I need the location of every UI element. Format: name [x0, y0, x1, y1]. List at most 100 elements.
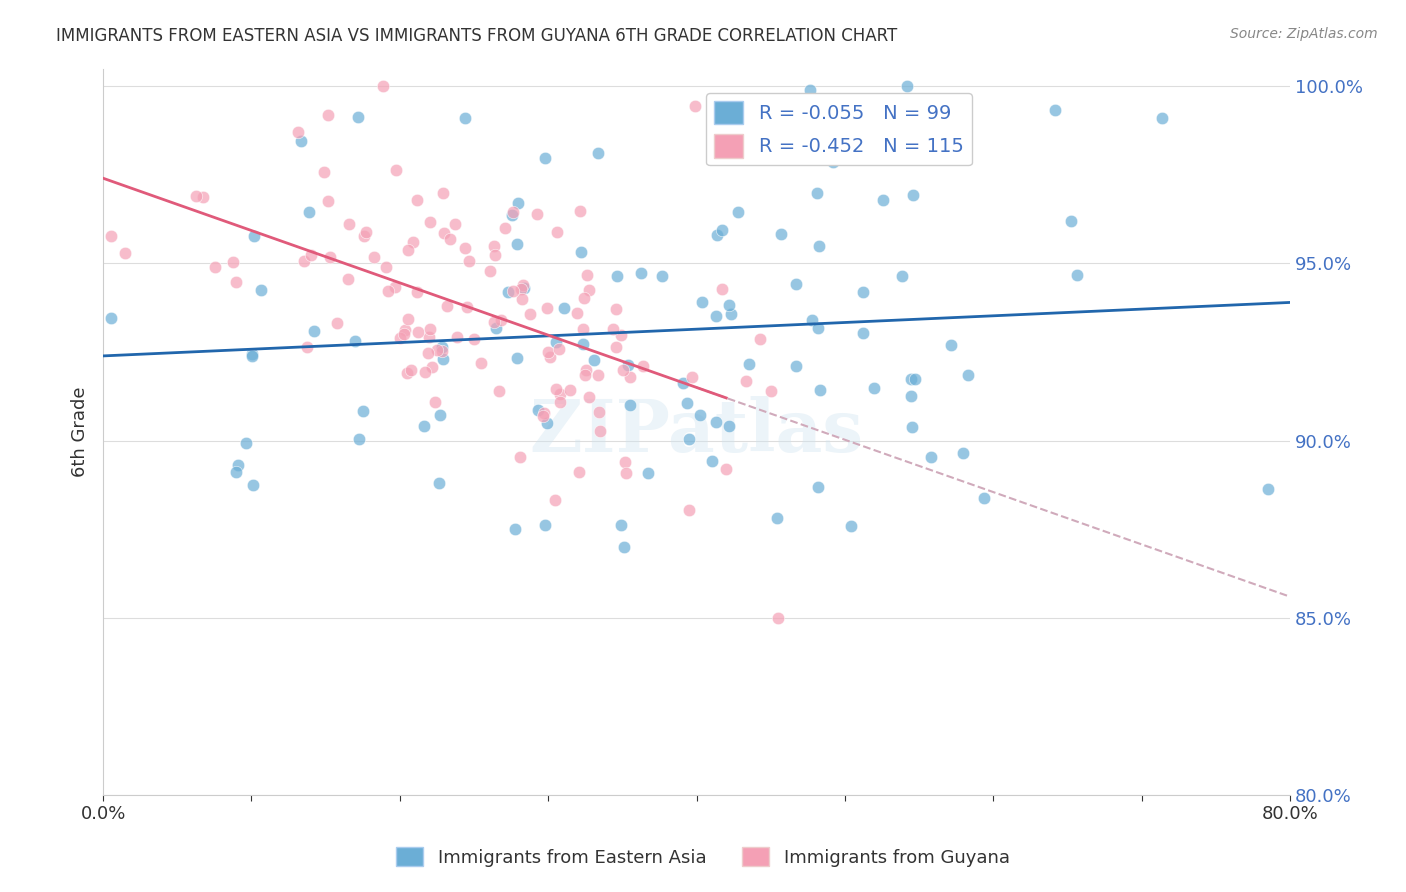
Point [852, 285, 875, 299]
Point [419, 214, 441, 228]
Point [439, 232, 461, 246]
Point [676, 396, 699, 410]
Point [576, 268, 599, 283]
Point [681, 370, 703, 384]
Point [519, 307, 541, 321]
Point [619, 370, 641, 384]
Point [242, 349, 264, 363]
Point [704, 309, 727, 323]
Point [222, 254, 245, 268]
Point [572, 336, 595, 351]
Point [589, 424, 612, 438]
Point [295, 340, 318, 354]
Point [418, 346, 440, 360]
Point [900, 372, 922, 386]
Point [952, 445, 974, 459]
Point [537, 344, 560, 359]
Point [406, 193, 429, 207]
Point [225, 465, 247, 479]
Text: IMMIGRANTS FROM EASTERN ASIA VS IMMIGRANTS FROM GUYANA 6TH GRADE CORRELATION CHA: IMMIGRANTS FROM EASTERN ASIA VS IMMIGRAN… [56, 27, 897, 45]
Point [363, 250, 385, 264]
Point [852, 326, 875, 340]
Point [538, 351, 561, 365]
Point [347, 110, 370, 124]
Point [939, 338, 962, 352]
Point [568, 466, 591, 480]
Point [560, 383, 582, 397]
Point [872, 193, 894, 207]
Point [574, 368, 596, 382]
Point [710, 222, 733, 236]
Point [785, 277, 807, 291]
Point [672, 376, 695, 390]
Point [242, 477, 264, 491]
Point [371, 79, 394, 94]
Point [402, 235, 425, 249]
Point [800, 313, 823, 327]
Point [423, 394, 446, 409]
Point [470, 356, 492, 370]
Point [973, 491, 995, 506]
Point [546, 334, 568, 349]
Point [290, 134, 312, 148]
Point [610, 517, 633, 532]
Point [1060, 214, 1083, 228]
Point [678, 503, 700, 517]
Point [100, 228, 122, 243]
Point [491, 313, 513, 327]
Point [862, 381, 884, 395]
Point [547, 343, 569, 357]
Point [484, 247, 506, 261]
Point [191, 190, 214, 204]
Point [765, 510, 787, 524]
Text: Source: ZipAtlas.com: Source: ZipAtlas.com [1230, 27, 1378, 41]
Point [536, 416, 558, 430]
Point [583, 353, 606, 368]
Point [700, 454, 723, 468]
Point [738, 357, 761, 371]
Point [429, 408, 451, 422]
Point [316, 108, 339, 122]
Point [533, 406, 555, 420]
Point [526, 206, 548, 220]
Point [436, 299, 458, 313]
Point [494, 221, 516, 235]
Point [318, 194, 340, 209]
Point [396, 366, 419, 380]
Point [575, 362, 598, 376]
Point [243, 229, 266, 244]
Point [720, 307, 742, 321]
Point [690, 295, 713, 310]
Point [637, 466, 659, 480]
Point [506, 236, 529, 251]
Point [419, 322, 441, 336]
Point [343, 334, 366, 348]
Point [502, 284, 524, 298]
Point [506, 351, 529, 365]
Point [454, 111, 477, 125]
Point [302, 324, 325, 338]
Point [337, 217, 360, 231]
Point [891, 268, 914, 283]
Point [619, 398, 641, 412]
Point [903, 372, 925, 386]
Point [298, 205, 321, 219]
Point [613, 540, 636, 554]
Point [810, 384, 832, 398]
Point [432, 186, 454, 200]
Point [496, 285, 519, 299]
Point [602, 322, 624, 336]
Point [377, 284, 399, 298]
Point [748, 332, 770, 346]
Point [396, 243, 419, 257]
Point [384, 280, 406, 294]
Point [463, 332, 485, 346]
Point [630, 266, 652, 280]
Point [456, 300, 478, 314]
Point [392, 326, 415, 341]
Point [432, 340, 454, 354]
Point [506, 196, 529, 211]
Point [299, 248, 322, 262]
Point [418, 330, 440, 344]
Point [420, 359, 443, 374]
